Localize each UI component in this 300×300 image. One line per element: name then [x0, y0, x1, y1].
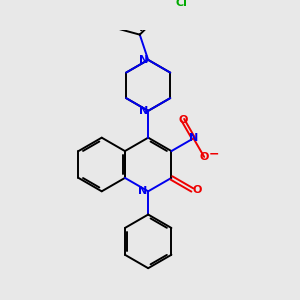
- Text: −: −: [208, 148, 219, 161]
- Text: N: N: [139, 106, 148, 116]
- Text: O: O: [200, 152, 209, 162]
- Text: O: O: [178, 115, 188, 125]
- Text: Cl: Cl: [175, 0, 187, 8]
- Text: N: N: [189, 133, 198, 143]
- Text: O: O: [193, 185, 202, 195]
- Text: N: N: [139, 55, 148, 65]
- Text: N: N: [138, 186, 147, 196]
